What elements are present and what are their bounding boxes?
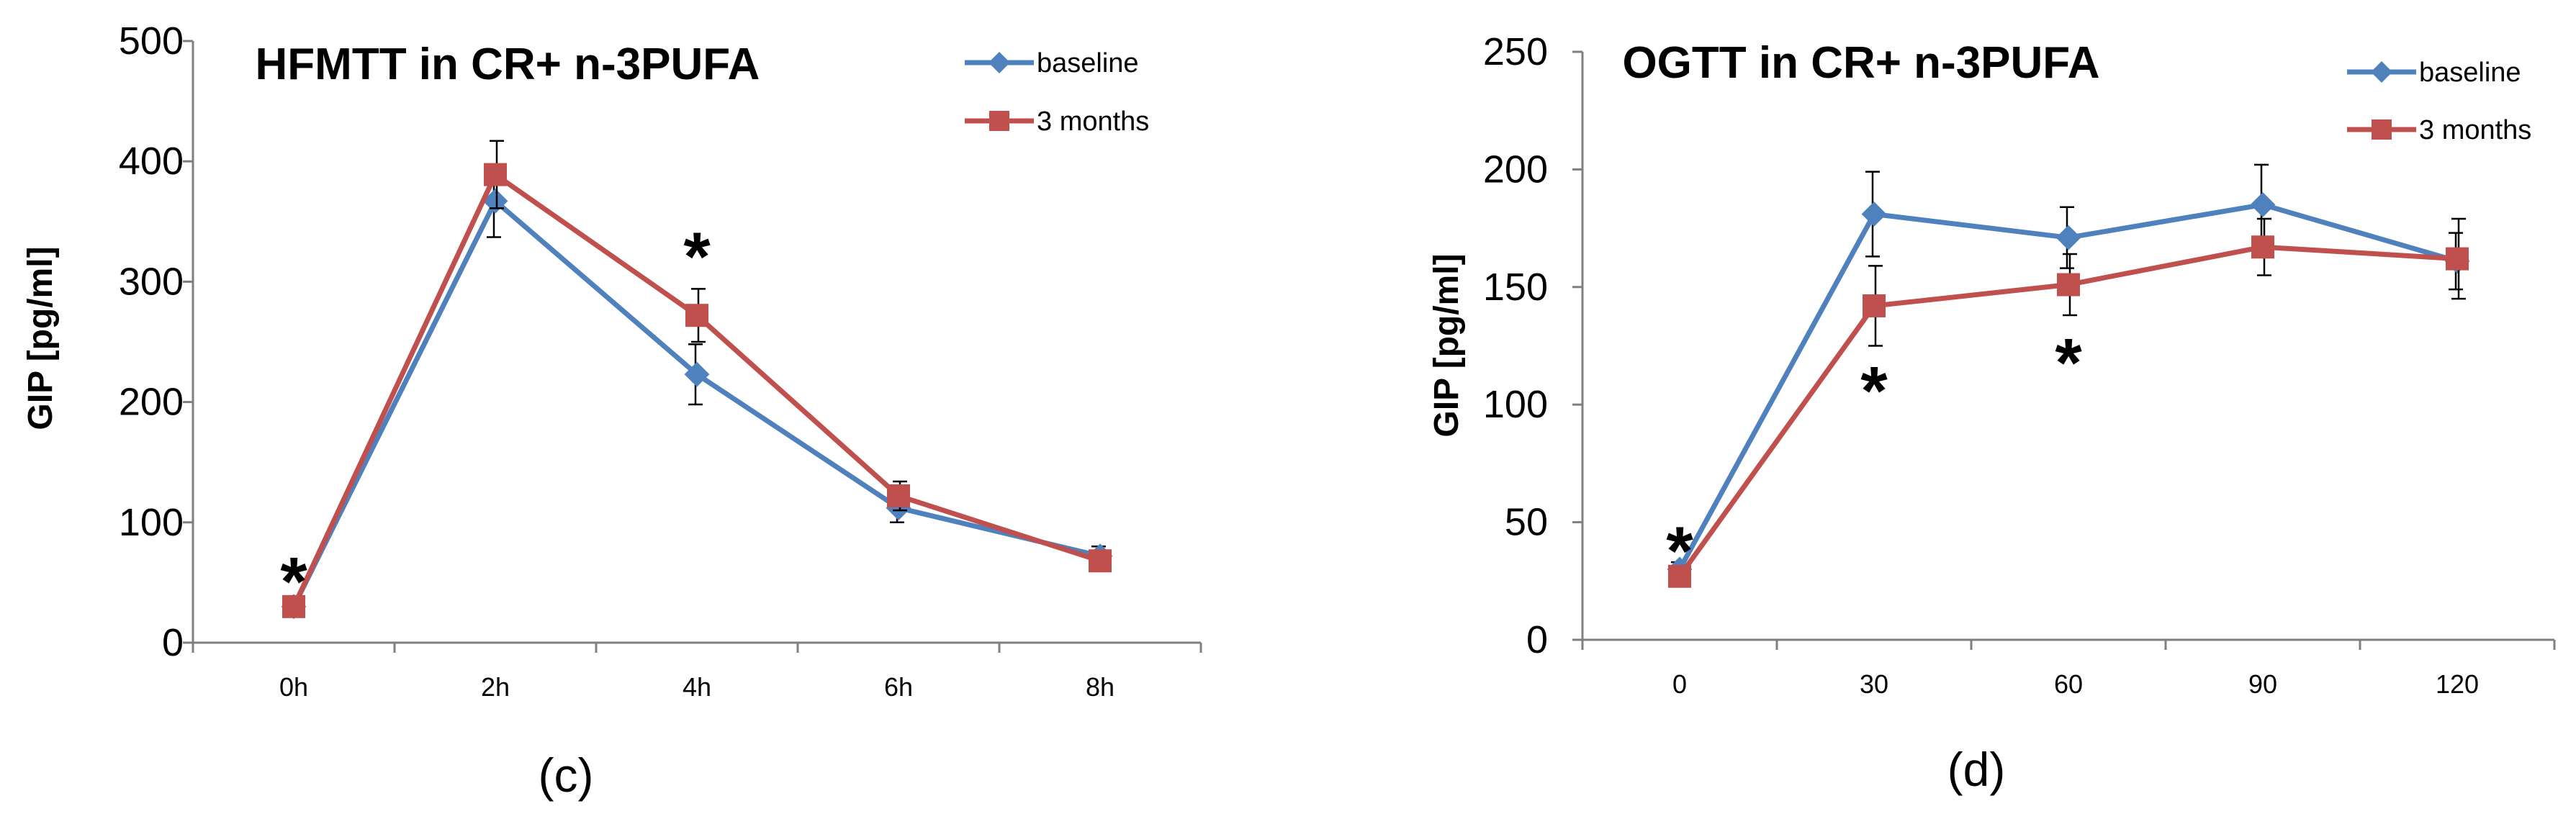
data-point-baseline [482, 188, 508, 214]
legend-label: 3 months [1037, 107, 1149, 137]
chart-title: OGTT in CR+ n-3PUFA [1622, 38, 2099, 88]
series-line-3-months [1677, 244, 2458, 578]
x-tick-label: 6h [884, 672, 913, 702]
data-point-baseline [684, 361, 710, 387]
y-tick-label: 150 [1483, 266, 1548, 309]
legend-label: baseline [2419, 58, 2521, 88]
chart-title: HFMTT in CR+ n-3PUFA [256, 40, 760, 89]
y-tick-label: 50 [1505, 501, 1548, 544]
y-axis-label: GIP [pg/ml] [1428, 253, 1466, 437]
x-tick-label: 4h [683, 672, 711, 702]
data-point-3-months [2251, 235, 2274, 259]
y-tick-label: 400 [119, 140, 184, 183]
significance-star: * [280, 543, 307, 620]
y-tick-label: 0 [1526, 618, 1548, 661]
data-point-3-months [685, 304, 708, 327]
data-point-3-months [1668, 564, 1691, 588]
data-point-3-months [282, 594, 305, 618]
panel-label-d: (d) [1947, 743, 2006, 796]
data-point-baseline [2055, 225, 2081, 250]
y-tick-label: 100 [119, 501, 184, 544]
x-tick-label: 60 [2054, 669, 2083, 699]
legend-marker-baseline [988, 52, 1010, 73]
x-tick-label: 90 [2248, 669, 2277, 699]
x-tick-label: 8h [1086, 672, 1114, 702]
panel-label-c: (c) [539, 748, 594, 802]
y-tick-label: 500 [119, 19, 184, 63]
legend-label: baseline [1037, 48, 1139, 78]
data-point-3-months [484, 163, 507, 186]
legend-marker-3-months [989, 111, 1009, 131]
legend-marker-baseline [2371, 61, 2392, 83]
x-tick-label: 0 [1672, 669, 1687, 699]
data-point-3-months [2446, 247, 2469, 271]
data-point-3-months [887, 484, 910, 508]
significance-star: * [2055, 325, 2082, 402]
chart-panel-d: 0 50 100 150 200 250 0 30 60 90 120 GIP [pg/ml] OGTT… [1428, 30, 2556, 796]
y-tick-label: 0 [162, 621, 184, 664]
data-point-3-months [2057, 273, 2080, 297]
significance-star: * [1860, 353, 1888, 430]
data-point-baseline [2250, 192, 2276, 217]
data-point-3-months [1089, 549, 1112, 573]
legend-marker-3-months [2372, 119, 2392, 140]
x-tick-label: 30 [1860, 669, 1888, 699]
x-tick-label: 2h [481, 672, 510, 702]
y-tick-label: 200 [1483, 148, 1548, 191]
x-tick-label: 120 [2436, 669, 2479, 699]
y-tick-label: 200 [119, 381, 184, 424]
data-point-3-months [1863, 294, 1886, 317]
y-axis-label: GIP [pg/ml] [22, 246, 60, 430]
y-tick-label: 300 [119, 260, 184, 303]
significance-star: * [1666, 512, 1693, 589]
x-tick-label: 0h [279, 672, 308, 702]
significance-star: * [683, 219, 711, 296]
chart-panel-c: 0 100 200 300 400 500 0h 2h 4h 6h 8h GIP [pg/ml] HFM… [22, 19, 1202, 802]
legend-label: 3 months [2419, 115, 2531, 145]
y-tick-label: 100 [1483, 383, 1548, 426]
y-tick-label: 250 [1483, 30, 1548, 73]
data-point-baseline [1861, 202, 1887, 227]
